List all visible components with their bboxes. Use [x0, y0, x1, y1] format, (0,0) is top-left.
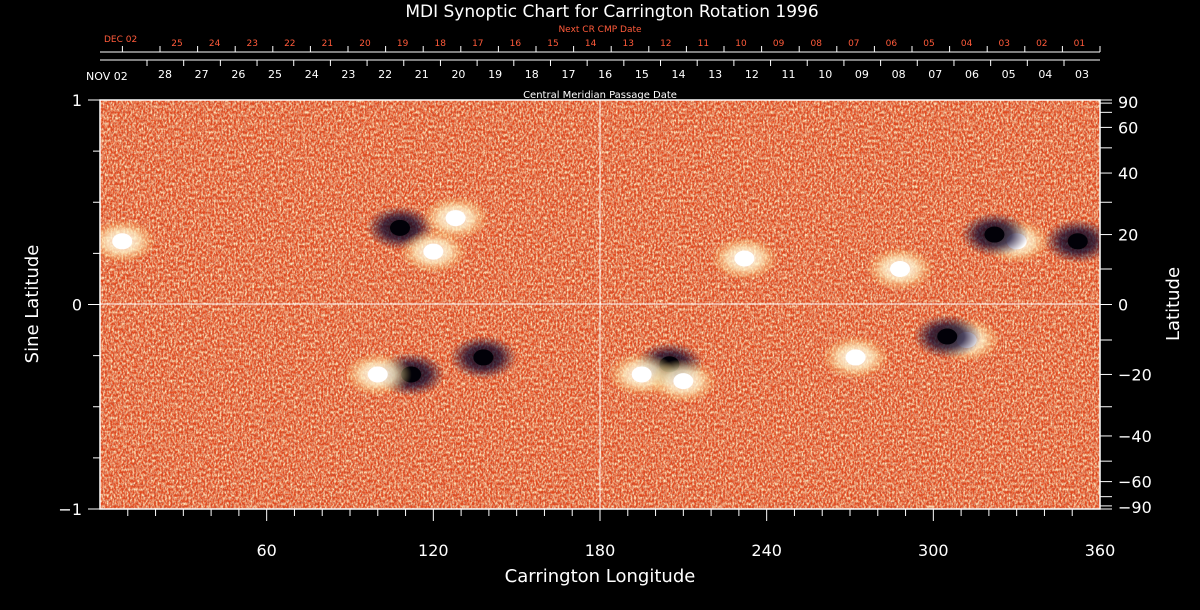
- positive-region-core: [445, 210, 466, 227]
- cmp-tick-label: 04: [1038, 68, 1052, 81]
- cmp-tick-label: 21: [415, 68, 429, 81]
- y2-tick-label: −60: [1118, 473, 1152, 492]
- y2-tick-label: −20: [1118, 365, 1152, 384]
- next-cr-tick-label: 03: [998, 39, 1009, 49]
- next-cr-tick-label: 02: [1036, 39, 1047, 49]
- x-tick-label: 300: [918, 541, 949, 560]
- next-cr-tick-label: 10: [735, 39, 747, 49]
- cmp-tick-label: 20: [451, 68, 465, 81]
- negative-region-core: [937, 328, 958, 345]
- x-tick-label: 60: [256, 541, 276, 560]
- next-cr-tick-label: 17: [472, 39, 483, 49]
- next-cr-tick-label: 06: [886, 39, 898, 49]
- cmp-tick-label: 13: [708, 68, 722, 81]
- positive-region-core: [673, 373, 694, 390]
- next-cr-tick-label: 22: [284, 39, 295, 49]
- next-cr-label: Next CR CMP Date: [558, 25, 642, 35]
- next-cr-tick-label: 23: [246, 39, 257, 49]
- negative-region-core: [1067, 233, 1088, 250]
- next-month-label: DEC 02: [104, 35, 137, 45]
- next-cr-tick-label: 12: [660, 39, 671, 49]
- chart-title: MDI Synoptic Chart for Carrington Rotati…: [405, 2, 818, 22]
- cmp-tick-label: 16: [598, 68, 612, 81]
- next-cr-tick-label: 24: [209, 39, 221, 49]
- y-tick-label: 1: [72, 91, 82, 110]
- axes: 60 120 180 240 300 360 1 0 −1 90 60 40 20 0 −20 −40 −60 −…: [58, 91, 1151, 560]
- next-cr-tick-label: 11: [698, 39, 709, 49]
- cmp-tick-label: 14: [672, 68, 686, 81]
- x-tick-label: 240: [751, 541, 782, 560]
- positive-region-core: [631, 366, 652, 383]
- positive-region-core: [845, 349, 866, 366]
- x-tick-label: 360: [1085, 541, 1116, 560]
- next-cr-tick-label: 15: [547, 39, 558, 49]
- cmp-tick-label: 03: [1075, 68, 1089, 81]
- y-axis-label: Sine Latitude: [22, 245, 43, 364]
- cmp-month-label: NOV 02: [86, 70, 128, 83]
- y2-axis-label: Latitude: [1163, 267, 1184, 341]
- positive-region-core: [112, 233, 133, 250]
- cmp-tick-label: 23: [341, 68, 355, 81]
- x-tick-label: 180: [585, 541, 616, 560]
- cmp-tick-label: 07: [928, 68, 942, 81]
- cmp-tick-label: 17: [561, 68, 575, 81]
- cmp-tick-label: 10: [818, 68, 832, 81]
- cmp-tick-label: 11: [782, 68, 796, 81]
- y-tick-label: −1: [58, 500, 82, 519]
- next-cr-ticks: 25 24 23 22 21 20 19 18 17 16 15 14 13 12 11 10 09 08 07 06…: [121, 39, 1101, 52]
- x-tick-label: 120: [418, 541, 449, 560]
- active-regions: [100, 196, 1100, 404]
- negative-region-core: [473, 349, 494, 366]
- next-cr-tick-label: 20: [359, 39, 371, 49]
- cmp-tick-label: 09: [855, 68, 869, 81]
- next-cr-tick-label: 18: [434, 39, 446, 49]
- next-cr-tick-label: 01: [1074, 39, 1085, 49]
- y2-tick-label: 20: [1118, 226, 1138, 245]
- cmp-tick-label: 05: [1002, 68, 1016, 81]
- next-cr-tick-label: 19: [397, 39, 409, 49]
- y-tick-label: 0: [72, 296, 82, 315]
- cmp-tick-label: 24: [305, 68, 319, 81]
- positive-region-core: [890, 260, 910, 277]
- y2-tick-label: −40: [1118, 427, 1152, 446]
- next-cr-tick-label: 05: [923, 39, 934, 49]
- x-axis-label: Carrington Longitude: [505, 566, 696, 587]
- cmp-tick-label: 22: [378, 68, 392, 81]
- cmp-tick-label: 06: [965, 68, 979, 81]
- next-cr-tick-label: 13: [622, 39, 633, 49]
- next-cr-tick-label: 21: [322, 39, 333, 49]
- y2-tick-label: 90: [1118, 93, 1138, 112]
- positive-region-core: [734, 250, 755, 267]
- next-cr-tick-label: 08: [810, 39, 822, 49]
- y2-tick-label: 60: [1118, 118, 1138, 137]
- cmp-tick-label: 18: [525, 68, 539, 81]
- next-cr-tick-label: 09: [773, 39, 785, 49]
- positive-region-core: [367, 366, 388, 383]
- cmp-ticks: 28 27 26 25 24 23 22 21 20 19 18 17 16 15 14 13 12 11 10 09…: [146, 60, 1089, 81]
- cmp-tick-label: 27: [195, 68, 209, 81]
- positive-region-core: [423, 243, 444, 260]
- y2-tick-label: −90: [1118, 498, 1152, 517]
- cmp-axis-label: Central Meridian Passage Date: [523, 90, 677, 101]
- negative-region-core: [390, 219, 410, 236]
- magnetogram-map: [100, 100, 1100, 509]
- y2-tick-label: 0: [1118, 296, 1128, 315]
- cmp-tick-label: 15: [635, 68, 649, 81]
- cmp-tick-label: 28: [158, 68, 172, 81]
- cmp-tick-label: 26: [231, 68, 245, 81]
- next-cr-tick-label: 07: [848, 39, 859, 49]
- cmp-tick-label: 08: [892, 68, 906, 81]
- next-cr-tick-label: 14: [585, 39, 597, 49]
- negative-region-core: [984, 226, 1005, 243]
- cmp-tick-label: 19: [488, 68, 502, 81]
- cmp-tick-label: 12: [745, 68, 759, 81]
- next-cr-tick-label: 04: [961, 39, 973, 49]
- next-cr-tick-label: 16: [510, 39, 522, 49]
- cmp-tick-label: 25: [268, 68, 282, 81]
- next-cr-tick-label: 25: [171, 39, 182, 49]
- y2-tick-label: 40: [1118, 164, 1138, 183]
